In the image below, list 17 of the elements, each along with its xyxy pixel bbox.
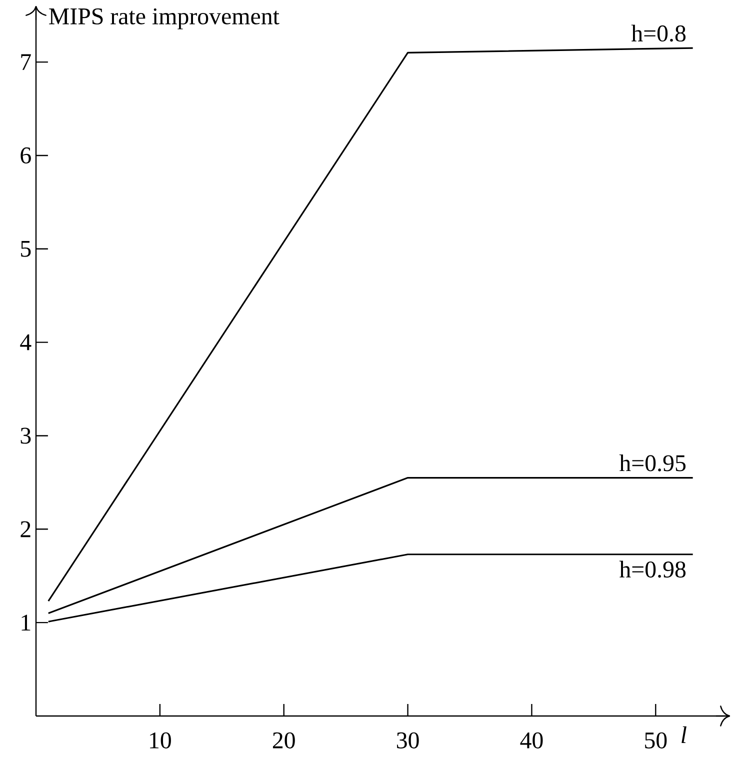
y-tick-label: 2 <box>20 521 30 538</box>
x-tick-label: 30 <box>396 732 419 748</box>
y-tick-label: 3 <box>20 428 31 444</box>
series-label: h=0.8 <box>631 24 686 42</box>
y-tick-label: 5 <box>21 240 31 257</box>
x-tick-label: 10 <box>150 732 171 748</box>
y-tick-label: 7 <box>21 54 31 70</box>
series-label: h=0.98 <box>619 560 686 578</box>
y-tick-label: 1 <box>22 614 30 630</box>
x-tick-label: 50 <box>645 732 667 748</box>
series-label: h=0.95 <box>619 454 686 472</box>
y-tick-label: 4 <box>20 334 32 350</box>
x-tick-label: 40 <box>520 732 543 748</box>
y-tick-label: 6 <box>20 147 31 164</box>
x-axis-title: l <box>682 726 686 743</box>
x-tick-label: 20 <box>272 732 295 748</box>
y-axis-title: MIPS rate improvement <box>49 8 280 30</box>
